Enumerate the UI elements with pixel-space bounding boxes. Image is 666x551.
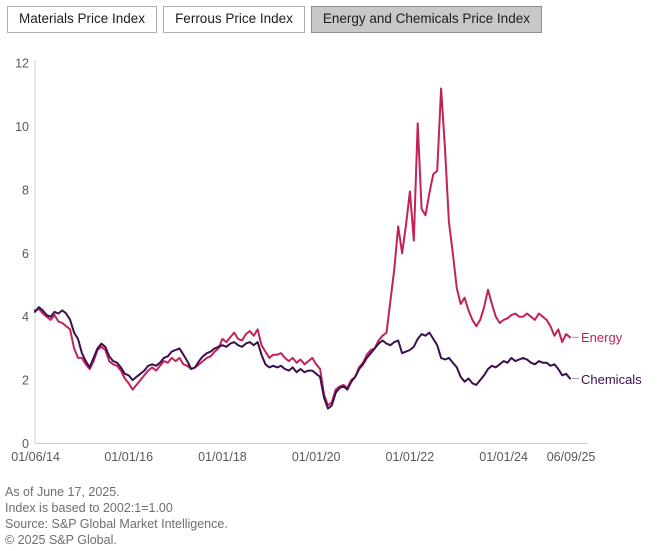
x-tick-label: 01/01/16 (104, 450, 153, 464)
y-tick-label: 10 (15, 120, 29, 134)
y-tick-label: 4 (22, 310, 29, 324)
footnote-source: Source: S&P Global Market Intelligence. (5, 517, 228, 531)
x-tick-label: 01/01/20 (292, 450, 341, 464)
x-tick-label: 01/01/24 (479, 450, 528, 464)
footnote-as-of-date: As of June 17, 2025. (5, 485, 120, 499)
x-tick-label: 06/09/25 (547, 450, 596, 464)
energy-line (34, 87, 571, 407)
tab-ferrous-price-index[interactable]: Ferrous Price Index (163, 6, 305, 33)
chart-footnotes: As of June 17, 2025. Index is based to 2… (5, 484, 228, 548)
y-tick-label: 0 (22, 437, 29, 451)
tab-materials-price-index[interactable]: Materials Price Index (7, 6, 158, 33)
y-tick-label: 6 (22, 247, 29, 261)
y-tick-label: 12 (15, 57, 29, 71)
chemicals-line (34, 306, 571, 410)
energy-series-label: Energy (581, 330, 623, 346)
footnote-copyright: © 2025 S&P Global. (5, 533, 117, 547)
x-tick-label: 01/01/22 (386, 450, 435, 464)
y-tick-label: 2 (22, 374, 29, 388)
footnote-index-base: Index is based to 2002:1=1.00 (5, 501, 173, 515)
chemicals-series-label: Chemicals (581, 371, 642, 387)
y-tick-label: 8 (22, 183, 29, 197)
index-tabs: Materials Price Index Ferrous Price Inde… (7, 6, 542, 33)
x-tick-label: 01/06/14 (11, 450, 60, 464)
x-tick-label: 01/01/18 (198, 450, 247, 464)
tab-energy-and-chemicals-price-index[interactable]: Energy and Chemicals Price Index (310, 6, 542, 33)
